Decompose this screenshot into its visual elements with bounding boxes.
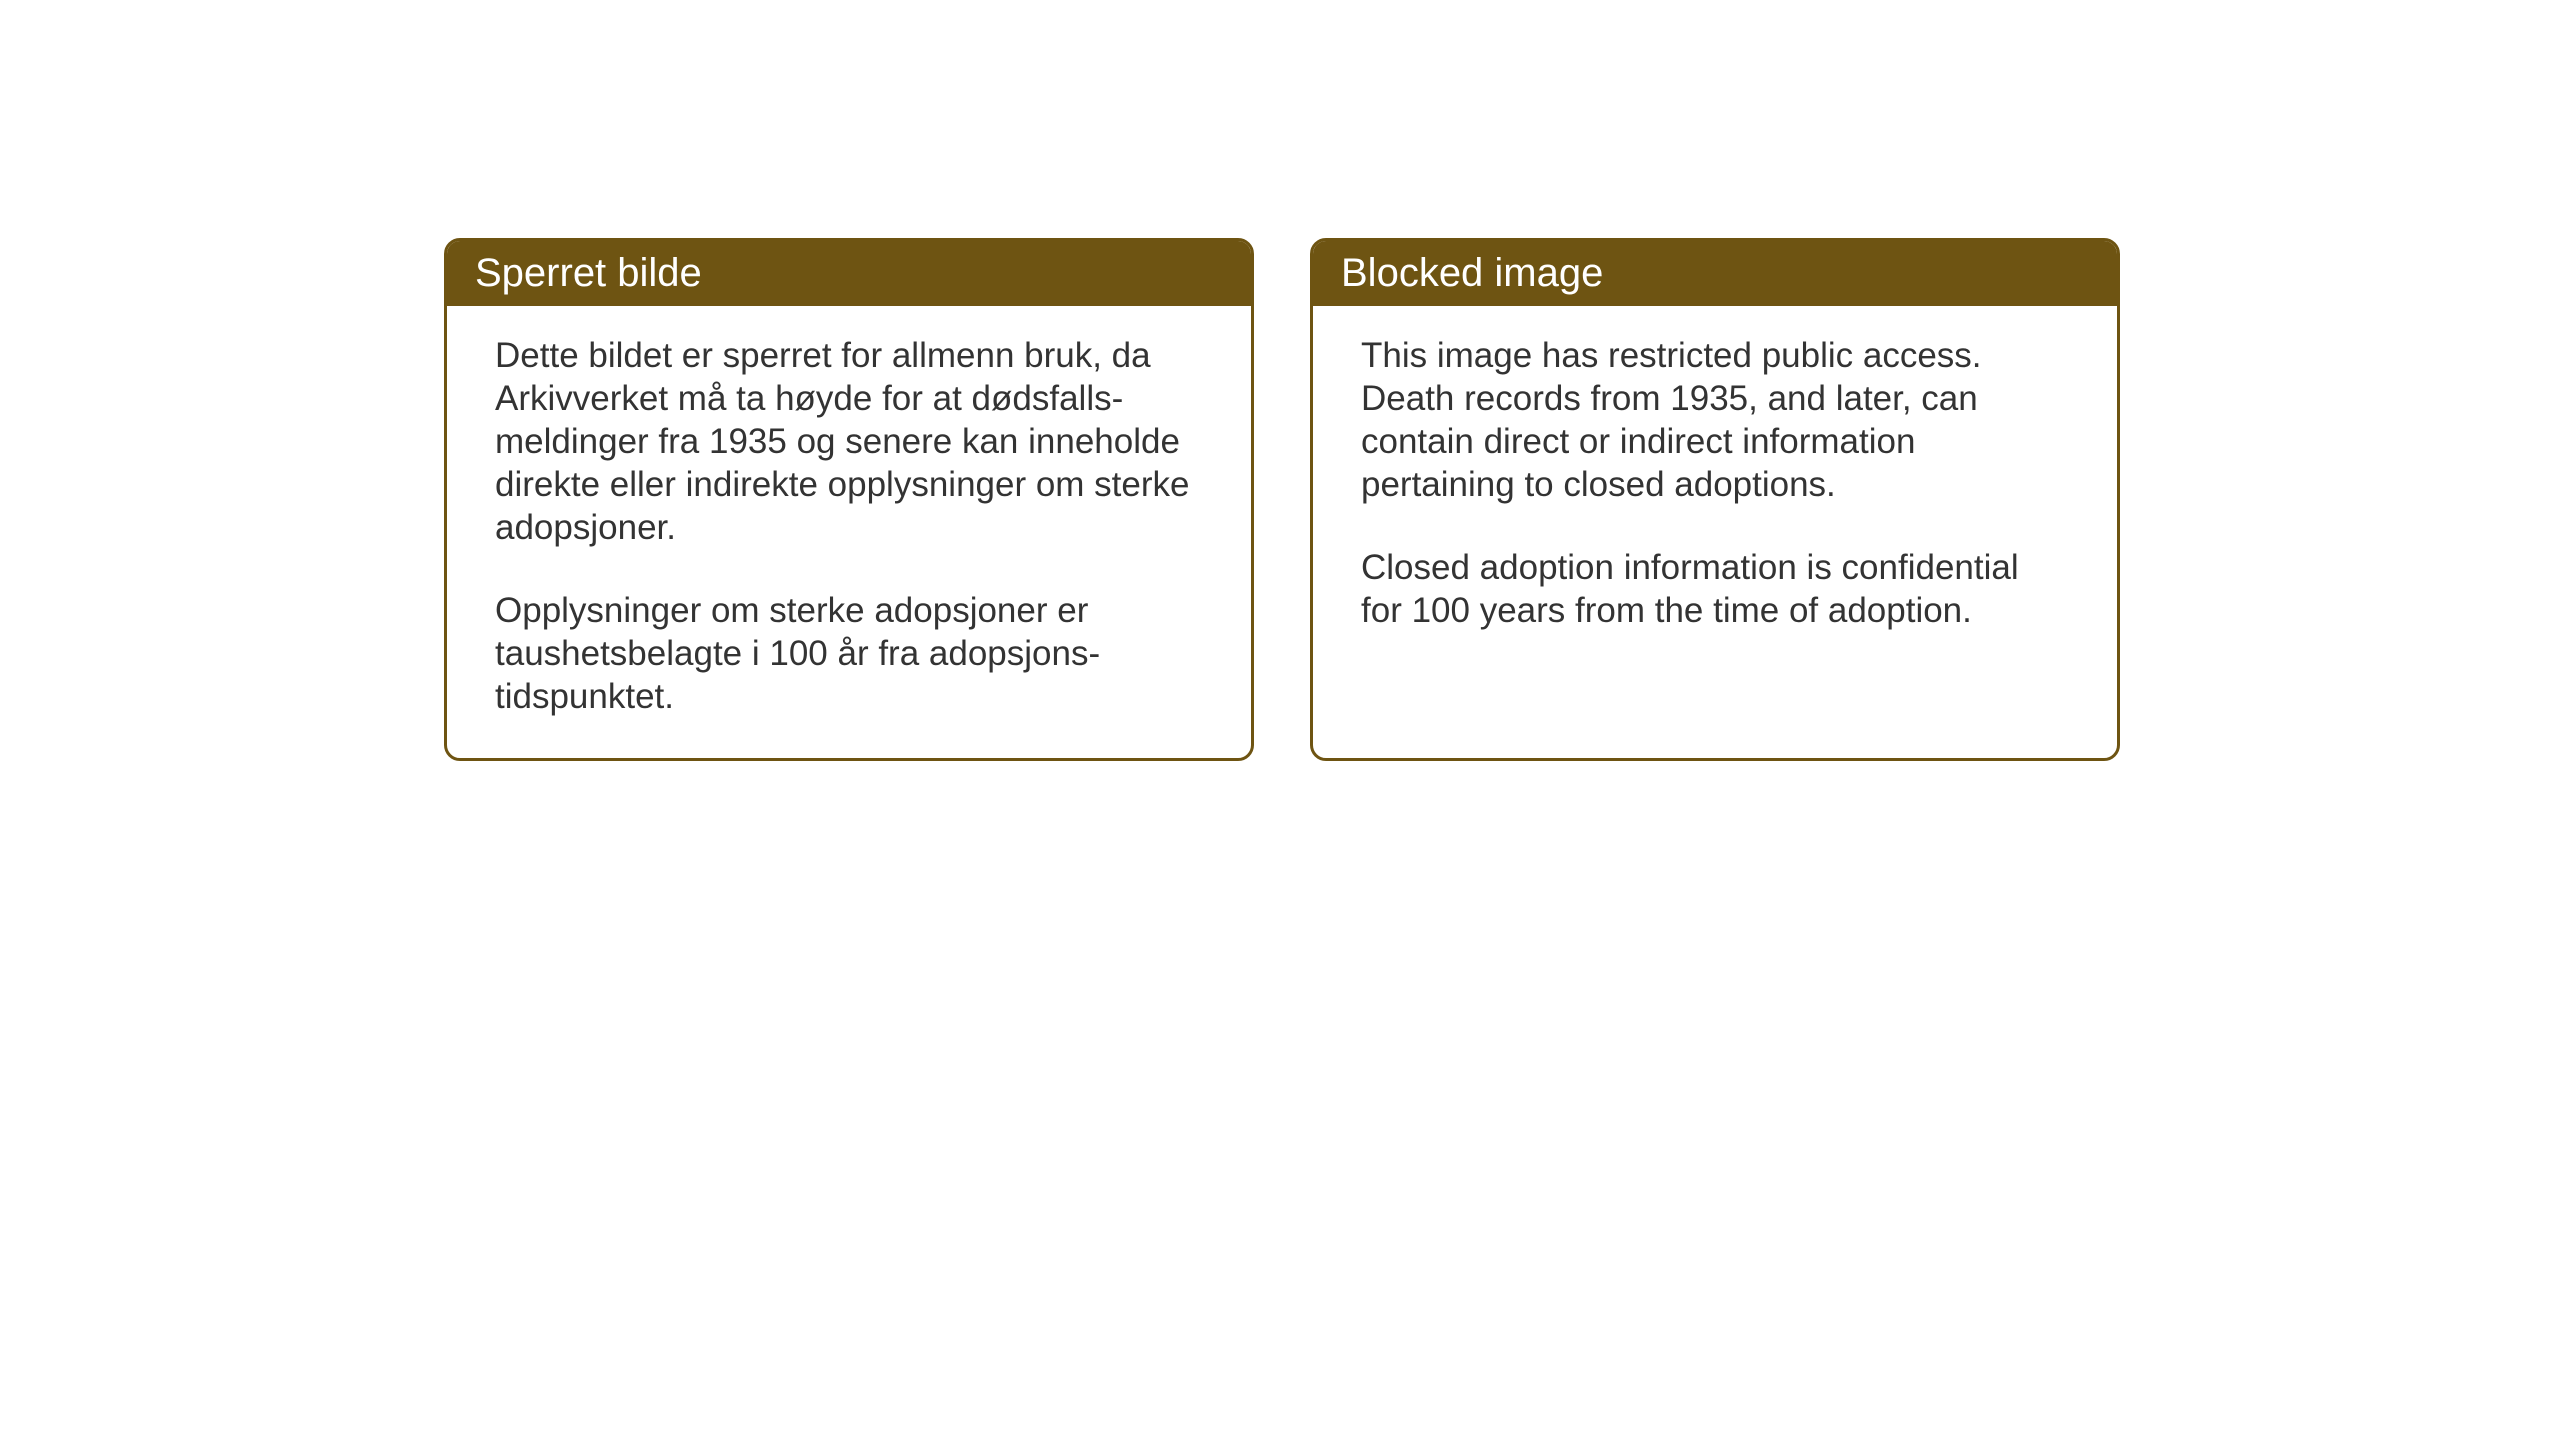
card-paragraph: This image has restricted public access.…	[1361, 334, 2069, 506]
card-header-english: Blocked image	[1313, 241, 2117, 306]
notice-card-english: Blocked image This image has restricted …	[1310, 238, 2120, 761]
card-title: Blocked image	[1341, 251, 1603, 295]
card-header-norwegian: Sperret bilde	[447, 241, 1251, 306]
card-paragraph: Opplysninger om sterke adopsjoner er tau…	[495, 589, 1203, 718]
card-body-english: This image has restricted public access.…	[1313, 306, 2117, 672]
card-paragraph: Dette bildet er sperret for allmenn bruk…	[495, 334, 1203, 549]
card-body-norwegian: Dette bildet er sperret for allmenn bruk…	[447, 306, 1251, 758]
notice-cards-container: Sperret bilde Dette bildet er sperret fo…	[444, 238, 2120, 761]
card-title: Sperret bilde	[475, 251, 702, 295]
card-paragraph: Closed adoption information is confident…	[1361, 546, 2069, 632]
notice-card-norwegian: Sperret bilde Dette bildet er sperret fo…	[444, 238, 1254, 761]
